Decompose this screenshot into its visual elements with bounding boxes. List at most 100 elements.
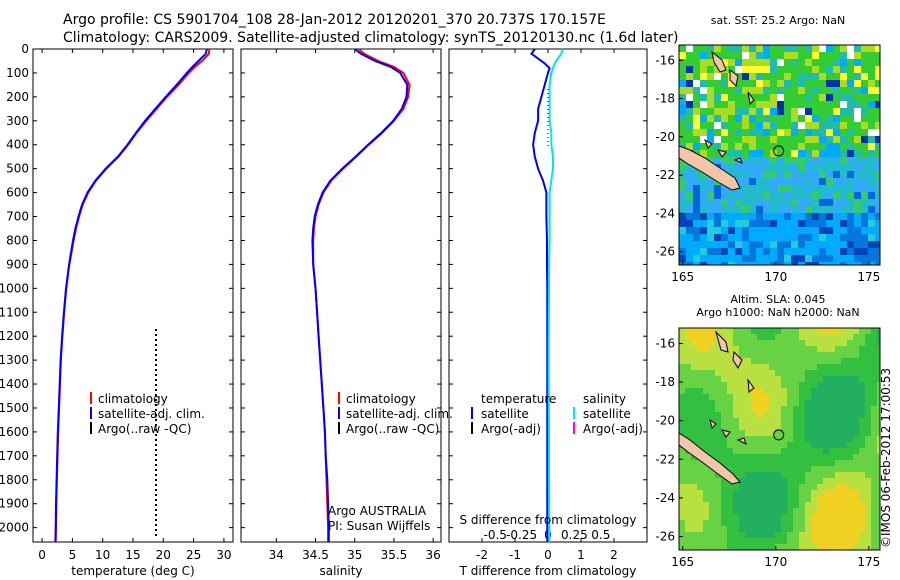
sla-cell: [871, 508, 877, 514]
sla-cell: [823, 328, 829, 334]
sst-cell: [784, 248, 791, 255]
sla-cell: [847, 352, 853, 358]
sst-cell: [833, 45, 840, 52]
sla-cell: [775, 424, 781, 430]
sst-cell: [749, 143, 756, 150]
sla-cell: [823, 358, 829, 364]
sst-cell: [693, 94, 700, 101]
sla-cell: [739, 538, 745, 544]
loyalty-island-sla-2: [720, 429, 731, 438]
sla-cell: [763, 382, 769, 388]
sla-cell: [709, 502, 715, 508]
temperature-lines: [54, 48, 211, 543]
sla-cell: [847, 346, 853, 352]
sst-cell: [770, 73, 777, 80]
sla-cell: [823, 448, 829, 454]
sla-cell: [751, 478, 757, 484]
sst-cell: [679, 171, 686, 178]
sla-cell: [691, 544, 697, 550]
sla-cell: [685, 334, 691, 340]
sla-cell: [775, 478, 781, 484]
sla-cell: [859, 460, 865, 466]
sla-cell: [823, 364, 829, 370]
sst-cell: [714, 241, 721, 248]
sla-cell: [715, 496, 721, 502]
sla-cell: [739, 340, 745, 346]
sst-cell: [693, 66, 700, 73]
sst-cell: [756, 178, 763, 185]
sla-cell: [865, 532, 871, 538]
sla-cell: [691, 508, 697, 514]
sst-cell: [840, 255, 847, 262]
sst-cell: [868, 185, 875, 192]
sst-cell: [714, 220, 721, 227]
sst-coastlines: [679, 50, 755, 191]
sla-cell: [787, 340, 793, 346]
sst-cell: [861, 255, 868, 262]
sla-cell: [799, 478, 805, 484]
sst-cell: [847, 262, 854, 265]
sst-cell: [777, 136, 784, 143]
sla-cell: [793, 394, 799, 400]
sla-cell: [763, 442, 769, 448]
sla-cell: [763, 484, 769, 490]
sla-cell: [697, 436, 703, 442]
sla-cell: [733, 346, 739, 352]
sla-cell: [787, 544, 793, 550]
sst-cell: [777, 234, 784, 241]
sla-cell: [703, 502, 709, 508]
sla-cell: [763, 346, 769, 352]
sla-cell: [799, 382, 805, 388]
sst-cell: [707, 185, 714, 192]
sla-cell: [775, 376, 781, 382]
sst-cell: [756, 199, 763, 206]
sla-cell: [781, 526, 787, 532]
sla-cell: [835, 340, 841, 346]
sla-cell: [859, 406, 865, 412]
sst-cell: [868, 122, 875, 129]
sla-cell: [817, 520, 823, 526]
sla-cell: [829, 346, 835, 352]
sla-cell: [685, 370, 691, 376]
sla-cell: [727, 364, 733, 370]
sla-cell: [865, 448, 871, 454]
sla-cell: [679, 520, 685, 526]
sst-cell: [826, 94, 833, 101]
sla-cell: [739, 406, 745, 412]
sla-cell: [775, 382, 781, 388]
sla-cell: [859, 364, 865, 370]
sla-cell: [853, 496, 859, 502]
sst-cell: [756, 164, 763, 171]
x-tick-label: 5: [69, 548, 77, 562]
sla-cell: [691, 376, 697, 382]
sla-cell: [685, 358, 691, 364]
sst-cell: [686, 101, 693, 108]
sla-cell: [817, 328, 823, 334]
map-y-tick-label: -16: [655, 336, 675, 350]
sst-cell: [728, 199, 735, 206]
sst-cell: [861, 262, 868, 265]
sla-cell: [817, 472, 823, 478]
sla-cell: [799, 394, 805, 400]
sla-cell: [841, 394, 847, 400]
sst-cell: [798, 94, 805, 101]
sst-cell: [784, 87, 791, 94]
sst-cell: [763, 192, 770, 199]
sst-cell: [686, 241, 693, 248]
sst-cell: [693, 255, 700, 262]
sst-cell: [861, 136, 868, 143]
sla-cell: [811, 466, 817, 472]
sst-cell: [763, 115, 770, 122]
sla-cell: [697, 460, 703, 466]
sst-cell: [693, 262, 700, 265]
sla-cell: [781, 394, 787, 400]
sla-cell: [805, 328, 811, 334]
sla-cell: [727, 430, 733, 436]
sst-cell: [763, 227, 770, 234]
sst-cell: [777, 52, 784, 59]
sla-cell: [727, 466, 733, 472]
sst-cell: [700, 115, 707, 122]
sst-cell: [791, 45, 798, 52]
sla-cell: [685, 538, 691, 544]
sst-cell: [847, 143, 854, 150]
